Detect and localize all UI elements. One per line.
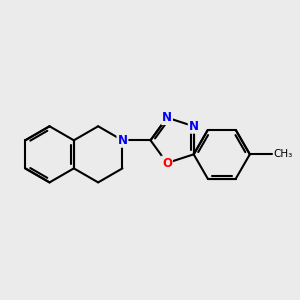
Text: N: N <box>117 134 128 147</box>
Text: N: N <box>189 120 199 133</box>
Text: CH₃: CH₃ <box>274 149 293 159</box>
Text: N: N <box>162 111 172 124</box>
Text: O: O <box>162 157 172 169</box>
